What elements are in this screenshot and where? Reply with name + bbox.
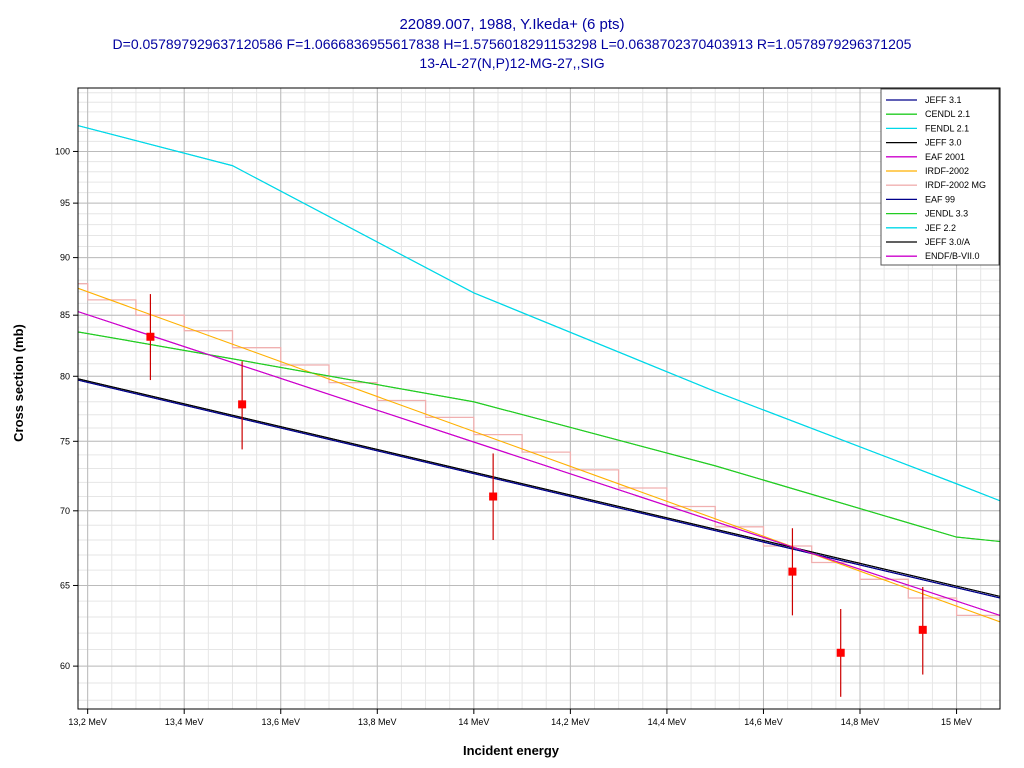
legend-box	[880, 88, 1000, 266]
y-tick-label: 95	[60, 198, 70, 208]
legend-entry-label: CENDL 2.1	[925, 109, 970, 119]
legend-entry-label: JEFF 3.0	[925, 138, 962, 148]
legend-entry-label: JEFF 3.0/A	[925, 237, 970, 247]
chart-title-line-2: D=0.057897929637120586 F=1.0666836955617…	[113, 36, 912, 52]
x-tick-label: 13,8 MeV	[358, 717, 397, 727]
series-jef-2-2	[78, 125, 1000, 502]
experimental-points	[146, 294, 927, 697]
chart-title-line-3: 13-AL-27(N,P)12-MG-27,,SIG	[419, 55, 604, 71]
plot-frame	[77, 87, 1001, 710]
legend-entry-label: IRDF-2002	[925, 166, 969, 176]
x-tick-label: 14,2 MeV	[551, 717, 590, 727]
y-tick-label: 60	[60, 661, 70, 671]
x-axis-ticks: 13,2 MeV 13,4 MeV 13,6 MeV 13,8 MeV 14 MeV 14…	[68, 709, 972, 727]
x-tick-label: 14 MeV	[458, 717, 489, 727]
plot-area	[78, 88, 1000, 709]
series-irdf-2002	[78, 287, 1000, 623]
y-tick-label: 70	[60, 506, 70, 516]
x-axis-label: Incident energy	[463, 743, 560, 758]
data-point	[146, 332, 155, 341]
series-jeff-3-0-a	[78, 378, 1000, 597]
y-tick-label: 85	[60, 310, 70, 320]
y-tick-label: 80	[60, 371, 70, 381]
data-point	[238, 400, 247, 409]
x-tick-label: 13,6 MeV	[261, 717, 300, 727]
legend-entry-label: JEFF 3.1	[925, 95, 962, 105]
legend-entry-label: EAF 2001	[925, 152, 965, 162]
x-tick-label: 13,4 MeV	[165, 717, 204, 727]
y-tick-label: 75	[60, 436, 70, 446]
legend-entry-label: EAF 99	[925, 194, 955, 204]
series-layer	[78, 125, 1000, 623]
series-endf-b-vii-0	[78, 311, 1000, 616]
y-tick-label: 100	[55, 146, 70, 156]
legend-entry-label: JENDL 3.3	[925, 209, 968, 219]
x-tick-label: 15 MeV	[941, 717, 972, 727]
legend-entry-label: IRDF-2002 MG	[925, 180, 986, 190]
y-axis-ticks: 60 65 70 75 80 85 90 95 100	[55, 146, 78, 671]
data-point	[788, 567, 797, 576]
chart-title-line-1: 22089.007, 1988, Y.Ikeda+ (6 pts)	[399, 16, 624, 33]
x-tick-label: 14,6 MeV	[744, 717, 783, 727]
series-eaf-99	[78, 379, 1000, 599]
legend-entry-label: FENDL 2.1	[925, 123, 969, 133]
data-point	[489, 492, 498, 501]
x-tick-label: 14,4 MeV	[648, 717, 687, 727]
x-tick-label: 13,2 MeV	[68, 717, 107, 727]
data-point	[918, 625, 927, 634]
legend-entry-label: ENDF/B-VII.0	[925, 251, 980, 261]
y-tick-label: 90	[60, 253, 70, 263]
x-tick-label: 14,8 MeV	[841, 717, 880, 727]
y-axis-label: Cross section (mb)	[11, 324, 26, 442]
data-point	[836, 648, 845, 657]
legend: JEFF 3.1 CENDL 2.1 FENDL 2.1 JEFF 3.0 EAF 20…	[880, 88, 1000, 266]
y-tick-label: 65	[60, 580, 70, 590]
legend-entry-label: JEF 2.2	[925, 223, 956, 233]
